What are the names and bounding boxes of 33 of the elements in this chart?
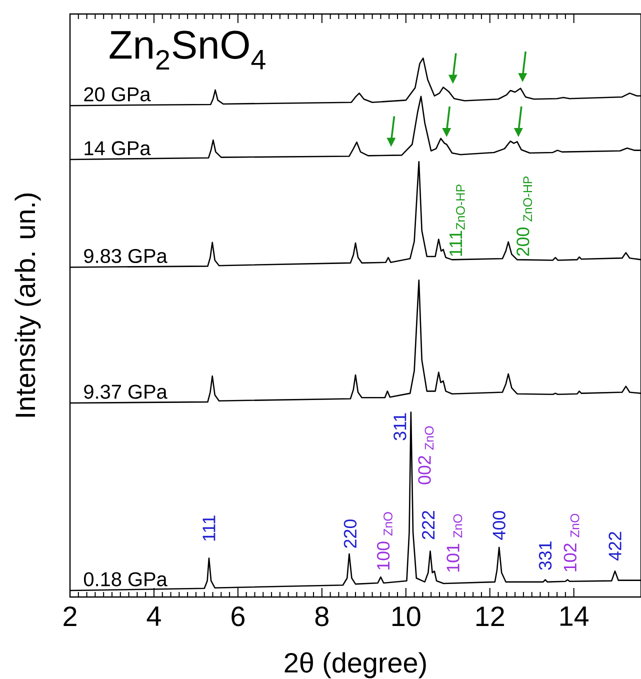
x-tick-label: 6 <box>232 606 244 626</box>
x-tick-label: 10 <box>392 606 420 626</box>
annotation: 101 $_{ZnO}$ <box>446 514 462 572</box>
x-tick-label: 2 <box>64 606 76 626</box>
series-label: 20 GPa <box>84 87 151 102</box>
x-tick-label: 4 <box>146 606 161 626</box>
series-label: 9.83 GPa <box>84 248 168 264</box>
chart-title: Zn$_{2}$SnO$_{4}$ <box>110 30 266 70</box>
x-tick-label: 12 <box>476 606 504 626</box>
point <box>448 74 458 84</box>
annotation: 102 $_{ZnO}$ <box>564 514 580 572</box>
annotation: 200 $_{ZnO-HP}$ <box>516 176 532 256</box>
point <box>386 138 396 147</box>
annotation: 111$_{ZnO-HP}$ <box>450 184 465 256</box>
series-label: 9.37 GPa <box>84 384 168 399</box>
annotation: 002 $_{ZnO}$ <box>418 426 434 484</box>
point <box>518 73 528 82</box>
series-label: 14 GPa <box>84 141 151 156</box>
x-axis-title: 2θ (degree) <box>284 652 426 678</box>
annotation: 111 <box>202 516 216 541</box>
annotation: 222 <box>422 510 434 540</box>
annotation: 311 <box>394 413 406 440</box>
annotation: 331 <box>538 542 552 570</box>
point <box>514 128 523 138</box>
annotation: 220 <box>344 519 357 548</box>
annotation: 100 $_{ZnO}$ <box>376 512 392 570</box>
legend-label: 0.18 GPa <box>84 572 168 586</box>
point <box>442 128 452 138</box>
y-axis-title: Intensity (arb. un.) <box>14 194 41 417</box>
x-tick-label: 8 <box>315 606 328 626</box>
annotation: 422 <box>608 532 622 561</box>
annotation: 400 <box>492 511 506 540</box>
x-tick-label: 14 <box>560 606 589 626</box>
